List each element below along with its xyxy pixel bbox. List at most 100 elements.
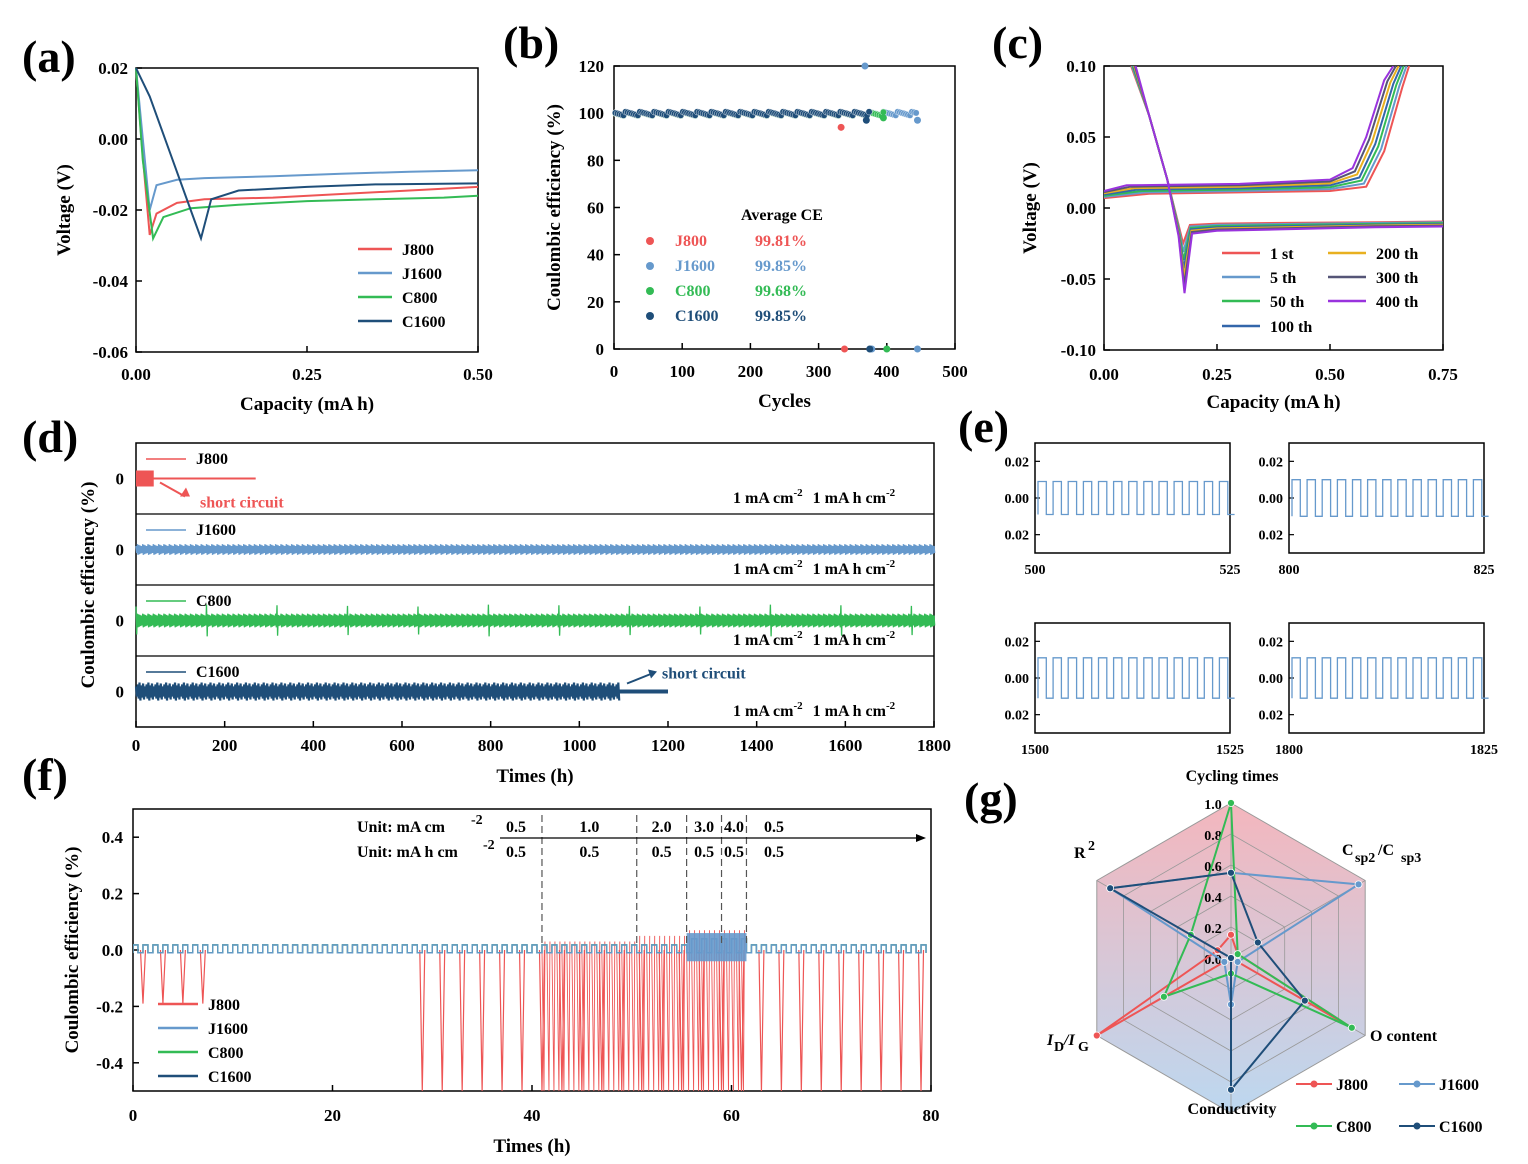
scatter-outlier (841, 345, 849, 353)
legend-label-J1600: J1600 (675, 258, 715, 275)
x-tick-label: 200 (738, 362, 764, 381)
j800-spike (798, 949, 805, 1091)
j800-dense-cycle (656, 935, 661, 1091)
j800-dense-cycle (741, 930, 745, 1091)
radar-axis-ig-sub: G (1078, 1040, 1089, 1055)
j800-spike (518, 949, 526, 1091)
unit-label-current: Unit: mA cm (357, 819, 446, 836)
j800-dense-cycle (546, 941, 551, 1091)
square-wave-trace (1291, 479, 1489, 517)
j800-spike (618, 949, 625, 1091)
radar-axis-r2: R (1074, 845, 1086, 862)
j800-dense-cycle (706, 930, 711, 1091)
legend-label: 300 th (1376, 270, 1418, 287)
y-axis-label: Coulombic efficiency (%) (78, 482, 99, 689)
scatter-point (865, 108, 873, 116)
j800-dense-cycle (611, 941, 616, 1091)
x-axis-label: Cycles (758, 391, 811, 412)
trace-C1600 (133, 938, 927, 954)
legend-marker-J1600 (646, 262, 654, 270)
j800-spike (738, 949, 745, 1091)
x-tick-label: 800 (478, 736, 504, 755)
x-tick-label: 0.00 (1089, 365, 1119, 384)
legend-label-J1600: J1600 (1439, 1077, 1479, 1094)
condition-current: 1 mA cm (733, 490, 794, 507)
radar-axis-csp2: /C (1377, 842, 1394, 859)
subplot-frame (1034, 442, 1231, 554)
j800-spike (439, 949, 446, 1091)
condition-sup: -2 (886, 700, 896, 712)
y-tick-label: 0.02 (1005, 635, 1030, 650)
y-tick-label: -0.4 (96, 1054, 123, 1073)
x-tick-label: 20 (324, 1106, 341, 1125)
panel-label-b: (b) (503, 17, 559, 68)
y-axis-label: Voltage (V) (1020, 162, 1041, 254)
y-tick-label: 0 (116, 541, 125, 560)
j800-spike (159, 949, 167, 1004)
j800-dense-cycle (551, 941, 556, 1091)
panel-b-coulombic-efficiency: 0 20 40 60 80 100 120 0 100 200 300 400 500 Cycles Cou… (544, 57, 968, 412)
y-tick-label: 60 (587, 199, 604, 218)
j800-spike (179, 949, 186, 1004)
radar-point-C1600 (1227, 868, 1235, 877)
y-tick-label: 0.10 (1066, 57, 1096, 76)
trace-J1600 (135, 544, 936, 555)
current-density-value: 1.0 (579, 819, 599, 836)
scatter-outlier (866, 345, 874, 353)
radar-axis-r2-sup: 2 (1088, 839, 1095, 854)
x-tick-label: 300 (806, 362, 832, 381)
j800-spike (758, 949, 765, 1091)
y-tick-label: 0.05 (1066, 128, 1096, 147)
panel-label-f: (f) (22, 749, 68, 800)
radar-axis-conductivity: Conductivity (1188, 1101, 1277, 1118)
x-tick-label: 400 (301, 736, 327, 755)
scatter-outlier (913, 116, 921, 124)
j800-dense-cycle (596, 941, 601, 1091)
x-tick-label: 400 (874, 362, 900, 381)
legend-label-C800: C800 (208, 1045, 244, 1062)
condition-label: 1 mA cm-2 1 mA h cm-2 (733, 629, 896, 649)
x-tick-label: 500 (942, 362, 968, 381)
stripping-curve-100 th (1104, 66, 1403, 196)
radar-axis-cycling: Cycling times (1186, 768, 1279, 785)
x-axis-label: Times (h) (493, 1136, 570, 1157)
legend-label-C1600: C1600 (208, 1069, 252, 1086)
x-tick-label: 0.25 (1202, 365, 1232, 384)
radar-axis-id-sub: D (1054, 1040, 1064, 1055)
condition-sup: -2 (886, 558, 896, 570)
j800-dense-cycle (731, 930, 735, 1091)
y-tick-label: 0.2 (102, 885, 123, 904)
legend-label-C1600: C1600 (196, 664, 240, 681)
j800-spike (878, 949, 885, 1091)
scatter-outlier (861, 62, 869, 70)
x-tick-label: 0.00 (121, 365, 151, 384)
y-tick-label: -0.06 (93, 343, 128, 362)
legend-label-C1600: C1600 (402, 314, 446, 331)
y-tick-label: 0.00 (1259, 492, 1284, 507)
condition-label: 1 mA cm-2 1 mA h cm-2 (733, 487, 896, 507)
annotation-short-circuit: short circuit (200, 495, 284, 512)
trace-C800 (133, 938, 927, 954)
y-tick-label: 0.02 (98, 59, 128, 78)
scatter-series-C1600 (612, 108, 874, 353)
capacity-value: 0.5 (652, 844, 672, 861)
legend-label: 100 th (1270, 319, 1312, 336)
j800-dense-cycle (676, 935, 681, 1091)
x-tick-label: 800 (1279, 563, 1300, 578)
y-tick-label: 20 (587, 293, 604, 312)
j800-spike (838, 949, 845, 1091)
unit-sup: -2 (483, 838, 495, 853)
j800-dense-cycle (626, 941, 631, 1091)
scatter-outlier (883, 345, 891, 353)
y-tick-label: 0 (596, 340, 605, 359)
j800-dense-cycle (716, 930, 720, 1091)
panel-label-c: (c) (992, 17, 1043, 68)
x-tick-label: 0 (132, 736, 141, 755)
capacity-value: 0.5 (764, 844, 784, 861)
radar-tick-label: 0.8 (1204, 829, 1222, 844)
trace-dense-C1600 (134, 682, 621, 701)
legend-value-C800: 99.68% (755, 283, 807, 300)
legend-label-J1600: J1600 (402, 266, 442, 283)
